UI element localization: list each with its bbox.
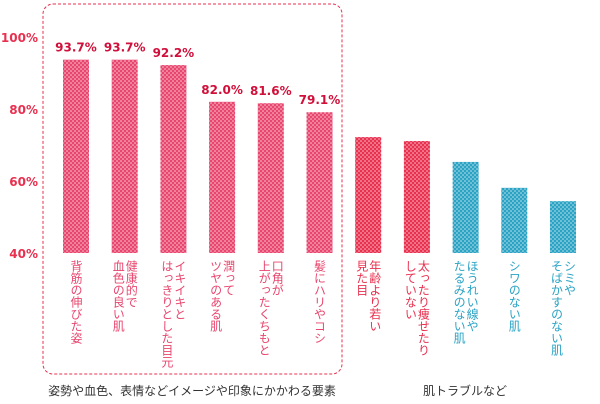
x-tick-label: シワのない肌 — [507, 260, 521, 333]
y-tick-label: 100% — [1, 31, 38, 45]
x-tick-label: 年齢より若い見た目 — [355, 260, 382, 332]
value-label: 79.1% — [299, 93, 341, 107]
y-tick-label: 60% — [9, 175, 38, 189]
y-tick-label: 40% — [9, 247, 38, 261]
group-label: 肌トラブルなど — [423, 383, 507, 398]
bar — [257, 103, 284, 254]
x-tick-label: 潤ってツヤのある肌 — [209, 260, 236, 333]
y-tick-label: 80% — [9, 103, 38, 117]
bar — [160, 65, 187, 253]
x-tick-label: ほうれい線やたるみのない肌 — [452, 260, 479, 345]
x-tick-label: シミやそばかすのない肌 — [550, 260, 577, 357]
bar — [209, 101, 236, 253]
bar — [306, 112, 333, 254]
value-label: 93.7% — [104, 41, 146, 55]
bar — [550, 201, 576, 253]
group-label: 姿勢や血色、表情などイメージや印象にかかわる要素 — [48, 383, 336, 398]
value-label: 82.0% — [201, 83, 243, 97]
x-tick-label: 背筋の伸びた姿 — [69, 260, 83, 344]
bar — [452, 161, 479, 253]
x-tick-label: 口角が上がったくちもと — [257, 260, 284, 356]
x-tick-label: 太ったり痩せたりしていない — [403, 259, 430, 356]
bar — [403, 141, 430, 253]
value-label: 93.7% — [55, 41, 97, 55]
bar — [63, 59, 89, 254]
value-label: 92.2% — [153, 46, 195, 60]
value-label: 81.6% — [250, 84, 292, 98]
bar — [355, 137, 382, 253]
bar — [111, 59, 138, 254]
x-tick-label: イキイキとはっきりとした目元 — [160, 260, 187, 369]
bar — [501, 187, 528, 253]
x-tick-label: 健康的で血色の良い肌 — [111, 260, 138, 333]
x-tick-label: 髪にハリやコシ — [313, 260, 327, 344]
